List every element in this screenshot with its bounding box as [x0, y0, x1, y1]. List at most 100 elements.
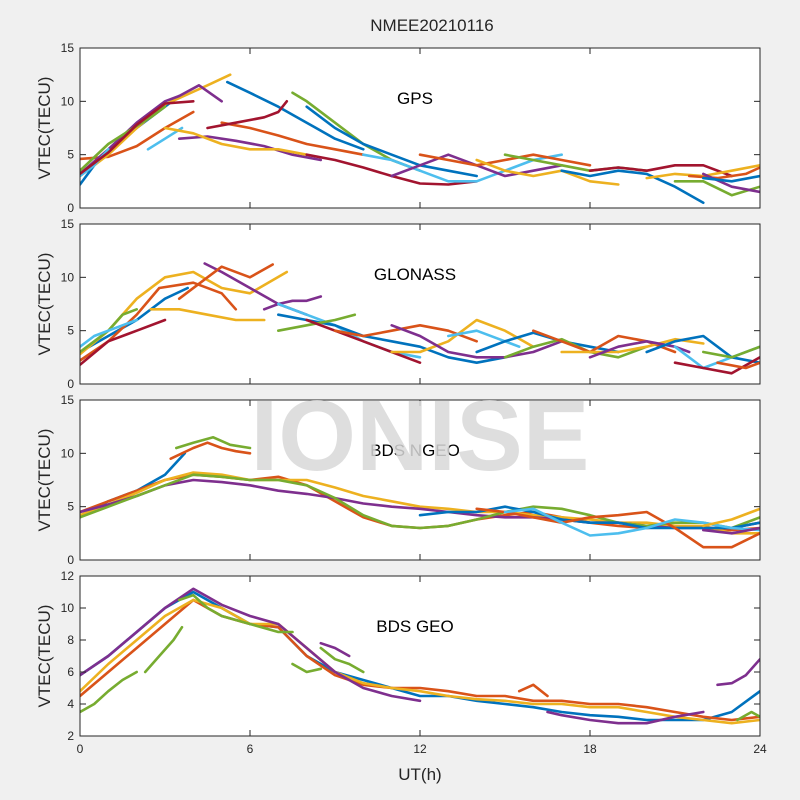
y-tick-label: 10: [61, 601, 75, 615]
series-line-16: [390, 323, 564, 359]
series-line-5: [80, 318, 138, 349]
series-line-2: [80, 471, 760, 535]
watermark: IONISE: [251, 380, 590, 492]
y-tick-label: 0: [67, 377, 74, 391]
series-line-27: [701, 174, 760, 183]
series-line-9: [319, 641, 351, 658]
series-group: [80, 587, 760, 725]
series-line-12: [163, 126, 309, 156]
series-line-7: [146, 126, 184, 151]
y-tick-label: 8: [67, 633, 74, 647]
panel-title: BDS GEO: [376, 617, 453, 636]
series-group: [80, 73, 760, 204]
series-line-18: [418, 153, 592, 167]
y-tick-label: 10: [61, 270, 75, 284]
series-line-25: [673, 355, 760, 375]
y-tick-label: 15: [61, 41, 75, 55]
panel-title: GPS: [397, 89, 433, 108]
y-axis-label: VTEC(TECU): [35, 605, 54, 708]
series-line-24: [673, 180, 760, 197]
y-tick-label: 15: [61, 217, 75, 231]
y-tick-label: 5: [67, 324, 74, 338]
y-tick-label: 0: [67, 201, 74, 215]
series-line-9: [503, 507, 760, 537]
series-line-2: [80, 598, 760, 725]
series-line-8: [319, 646, 365, 674]
series-line-22: [588, 339, 691, 359]
x-tick-label: 0: [77, 742, 84, 756]
series-line-27: [716, 361, 760, 370]
series-line-4: [80, 670, 138, 714]
series-group: [80, 435, 760, 549]
y-tick-label: 4: [67, 697, 74, 711]
series-line-13: [206, 100, 289, 130]
y-tick-label: 10: [61, 446, 75, 460]
series-line-10: [517, 683, 549, 698]
series-line-0: [80, 590, 760, 722]
y-axis-label: VTEC(TECU): [35, 77, 54, 180]
series-line-8: [149, 307, 266, 322]
series-line-19: [475, 158, 620, 186]
series-line-12: [716, 657, 760, 687]
series-line-8: [475, 507, 760, 549]
series-line-7: [418, 505, 760, 530]
plot-area: [80, 48, 760, 208]
y-tick-label: 2: [67, 729, 74, 743]
y-axis-label: VTEC(TECU): [35, 429, 54, 532]
series-line-14: [333, 323, 479, 343]
y-tick-label: 12: [61, 569, 75, 583]
series-line-9: [262, 295, 323, 311]
series-line-26: [701, 345, 760, 359]
x-tick-label: 24: [753, 742, 767, 756]
series-line-5: [175, 435, 252, 450]
panel-2: 0 5 10 15 VTEC(TECU) BDS NGEO: [35, 393, 761, 567]
series-line-11: [701, 526, 760, 535]
series-line-6: [80, 318, 167, 367]
series-line-11: [276, 313, 507, 365]
y-axis-label: VTEC(TECU): [35, 253, 54, 356]
y-tick-label: 15: [61, 393, 75, 407]
plot-area: [80, 224, 760, 384]
series-line-13: [735, 710, 760, 722]
panel-title: BDS NGEO: [370, 441, 460, 460]
series-line-5: [143, 625, 184, 674]
series-line-21: [560, 169, 705, 204]
panel-0: 0 5 10 15 VTEC(TECU) GPS: [35, 41, 761, 215]
series-line-3: [80, 587, 422, 703]
series-line-6: [177, 593, 294, 634]
series-line-4: [80, 473, 760, 530]
y-tick-label: 6: [67, 665, 74, 679]
y-tick-label: 0: [67, 553, 74, 567]
series-line-10: [701, 507, 760, 528]
plot-area: [80, 576, 760, 736]
series-group: [80, 262, 760, 375]
figure-title: NMEE20210116: [370, 16, 494, 35]
y-tick-label: 10: [61, 94, 75, 108]
series-line-22: [588, 164, 734, 178]
series-line-6: [80, 100, 195, 176]
panels: 0 5 10 15 VTEC(TECU) GPS 0 5 10 15 VTEC(TECU) GLONA…: [35, 41, 767, 756]
series-line-13: [305, 318, 422, 365]
y-tick-label: 5: [67, 148, 74, 162]
series-line-14: [305, 105, 479, 178]
series-line-11: [220, 121, 365, 156]
series-line-16: [361, 153, 564, 183]
series-line-17: [446, 329, 521, 349]
x-tick-label: 12: [413, 742, 427, 756]
x-tick-label: 6: [247, 742, 254, 756]
series-line-15: [390, 318, 535, 354]
y-tick-label: 5: [67, 500, 74, 514]
series-line-6: [169, 441, 252, 461]
series-line-23: [645, 334, 760, 365]
series-line-7: [291, 662, 323, 674]
series-line-11: [546, 710, 705, 725]
x-axis-label: UT(h): [398, 765, 441, 784]
panel-title: GLONASS: [374, 265, 456, 284]
series-line-7: [177, 263, 275, 301]
x-tick-label: 18: [583, 742, 597, 756]
panel-1: 0 5 10 15 VTEC(TECU) GLONASS: [35, 217, 761, 391]
series-line-12: [276, 313, 357, 333]
series-line-9: [226, 80, 365, 151]
